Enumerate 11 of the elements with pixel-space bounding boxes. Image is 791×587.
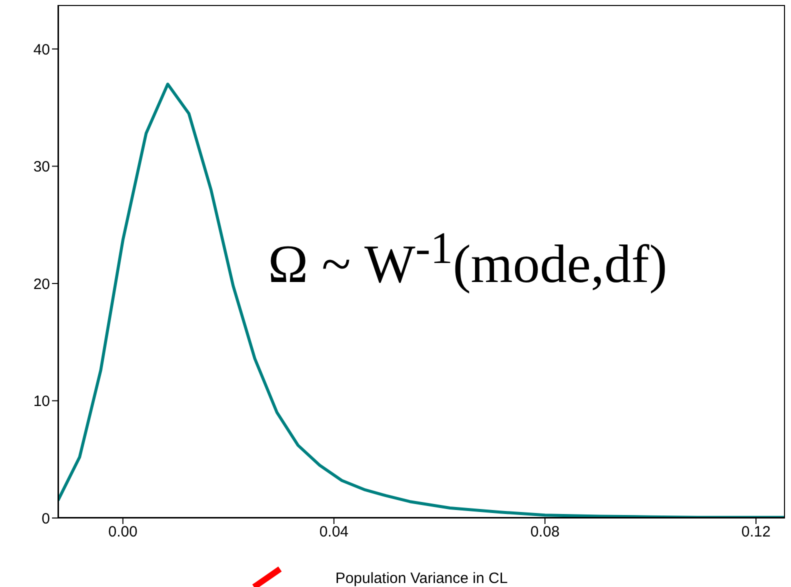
- annotation: Ω ~ W$^{-1}$(mode,df): [268, 222, 668, 295]
- y-tick-label: 30: [33, 158, 50, 176]
- y-tick-label: 20: [33, 276, 50, 293]
- x-tick-label: 0.12: [741, 524, 771, 541]
- y-tick-label: 40: [33, 41, 50, 58]
- x-tick-label: 0.00: [108, 524, 138, 541]
- y-tick-label: 10: [33, 393, 50, 410]
- x-tick-label: 0.04: [319, 524, 349, 541]
- x-tick-label: 0.08: [530, 524, 560, 541]
- y-tick-label: 0: [42, 510, 50, 528]
- x-axis-title: Population Variance in CL: [335, 570, 508, 587]
